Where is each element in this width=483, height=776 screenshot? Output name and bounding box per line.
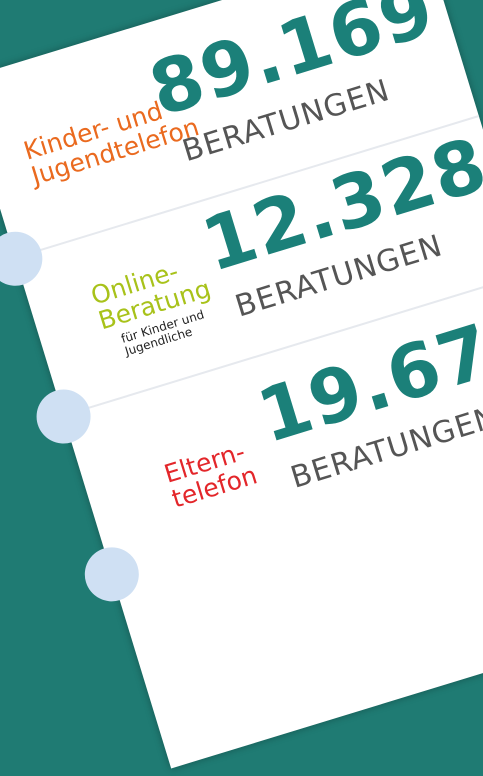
page: 89.169 BERATUNGEN Kinder- und Jugendtele… bbox=[0, 0, 483, 769]
rotated-panel: 89.169 BERATUNGEN Kinder- und Jugendtele… bbox=[0, 0, 483, 769]
